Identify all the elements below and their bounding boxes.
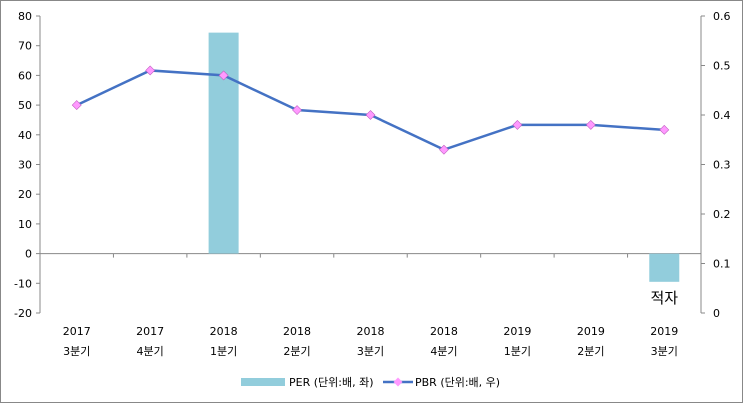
legend-pbr-label: PBR (단위:배, 우) <box>415 376 500 389</box>
x-label-year: 2019 <box>650 325 678 338</box>
legend-per-label: PER (단위:배, 좌) <box>289 376 374 389</box>
x-label-year: 2018 <box>283 325 311 338</box>
left-tick-label: 40 <box>18 129 32 142</box>
x-label-quarter: 3분기 <box>651 345 678 358</box>
left-tick-label: -10 <box>14 277 32 290</box>
x-label-quarter: 1분기 <box>504 345 531 358</box>
pbr-marker <box>365 110 376 120</box>
x-label-quarter: 4분기 <box>137 345 164 358</box>
left-tick-label: -20 <box>14 307 32 320</box>
left-tick-label: 20 <box>18 188 32 201</box>
x-label-year: 2018 <box>210 325 238 338</box>
left-tick-label: 70 <box>18 40 32 53</box>
x-label-year: 2018 <box>357 325 385 338</box>
legend-pbr-marker <box>393 377 403 387</box>
x-label-quarter: 4분기 <box>430 345 457 358</box>
pbr-marker <box>439 144 449 155</box>
left-tick-label: 0 <box>25 248 32 261</box>
x-label-quarter: 3분기 <box>357 345 384 358</box>
left-tick-label: 50 <box>18 99 32 112</box>
right-tick-label: 0.6 <box>713 10 731 23</box>
pbr-marker <box>659 124 670 135</box>
right-tick-label: 0.1 <box>713 258 731 271</box>
x-label-quarter: 1분기 <box>210 345 237 358</box>
pbr-marker <box>145 65 156 76</box>
x-label-quarter: 2분기 <box>577 345 604 358</box>
per-bar <box>208 32 239 254</box>
pbr-marker <box>512 119 523 130</box>
x-label-quarter: 2분기 <box>283 345 310 358</box>
deficit-annotation: 적자 <box>650 289 678 307</box>
pbr-marker <box>585 119 596 130</box>
left-tick-label: 10 <box>18 218 32 231</box>
right-tick-label: 0.5 <box>713 60 731 73</box>
right-tick-label: 0.4 <box>713 109 731 122</box>
x-label-year: 2019 <box>503 325 531 338</box>
per-bar <box>649 253 680 282</box>
x-label-year: 2017 <box>136 325 164 338</box>
left-tick-label: 30 <box>18 159 32 172</box>
right-tick-label: 0.3 <box>713 159 731 172</box>
right-tick-label: 0.2 <box>713 208 731 221</box>
x-label-year: 2018 <box>430 325 458 338</box>
right-tick-label: 0 <box>713 307 720 320</box>
x-label-quarter: 3분기 <box>63 345 90 358</box>
pbr-marker <box>292 105 302 115</box>
pbr-marker <box>218 70 229 81</box>
legend-per-swatch <box>241 378 285 386</box>
x-label-year: 2017 <box>63 325 91 338</box>
pbr-marker <box>71 100 82 111</box>
pbr-line <box>76 69 665 151</box>
left-tick-label: 60 <box>18 69 32 82</box>
left-tick-label: 80 <box>18 10 32 23</box>
x-label-year: 2019 <box>577 325 605 338</box>
